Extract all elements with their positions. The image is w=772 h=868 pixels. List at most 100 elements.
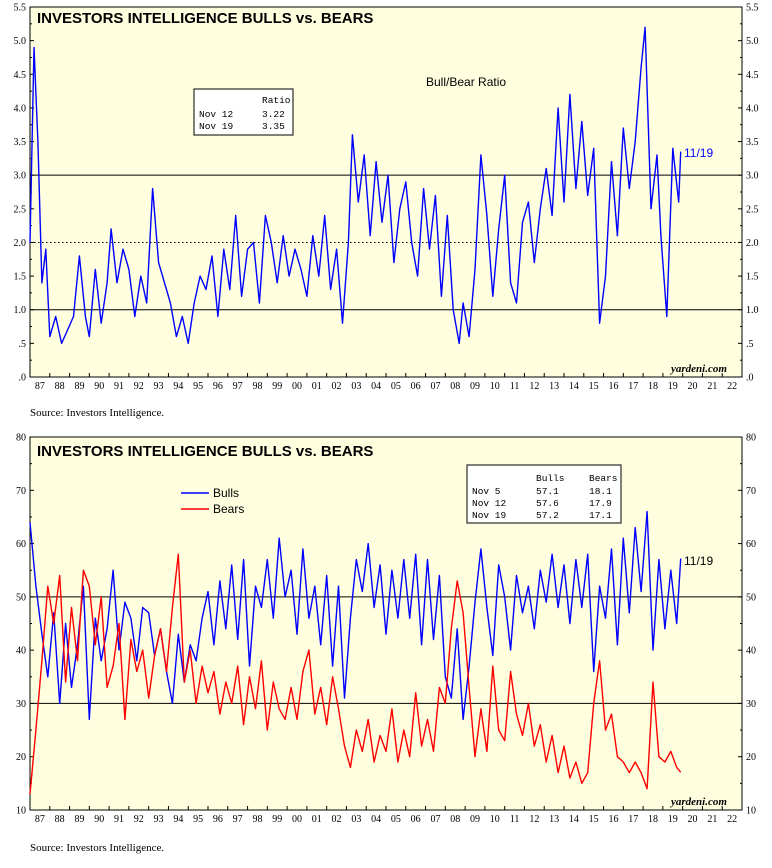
x-tick-label: 20 bbox=[688, 381, 698, 392]
x-tick-label: 06 bbox=[411, 814, 421, 825]
x-tick-label: 92 bbox=[134, 814, 144, 825]
ratio-chart-title: INVESTORS INTELLIGENCE BULLS vs. BEARS bbox=[37, 10, 373, 27]
y-tick-label-left: .5 bbox=[19, 339, 27, 350]
x-tick-label: 02 bbox=[332, 381, 342, 392]
y-tick-label-right: 4.5 bbox=[746, 70, 759, 81]
y-tick-label-left: 70 bbox=[16, 486, 26, 497]
y-tick-label-left: .0 bbox=[19, 373, 27, 384]
x-tick-label: 97 bbox=[233, 814, 243, 825]
ratio-table-header: Ratio bbox=[262, 95, 291, 106]
x-tick-label: 18 bbox=[648, 381, 658, 392]
legend: Bulls Bears bbox=[181, 486, 244, 516]
y-tick-label-right: 60 bbox=[746, 539, 756, 550]
x-tick-label: 19 bbox=[668, 814, 678, 825]
x-tick-label: 98 bbox=[252, 814, 262, 825]
bulls-bears-credit: yardeni.com bbox=[669, 796, 727, 808]
ratio-table-value: 3.22 bbox=[262, 109, 285, 120]
ratio-series bbox=[29, 26, 682, 345]
x-tick-label: 15 bbox=[589, 381, 599, 392]
ratio-table-value: 3.35 bbox=[262, 121, 285, 132]
x-tick-label: 13 bbox=[549, 814, 559, 825]
series-line-ratio bbox=[29, 26, 682, 345]
y-tick-label-right: 3.0 bbox=[746, 171, 759, 182]
x-tick-label: 21 bbox=[707, 814, 717, 825]
x-tick-label: 04 bbox=[371, 381, 381, 392]
x-tick-label: 03 bbox=[351, 381, 361, 392]
x-tick-label: 22 bbox=[727, 814, 737, 825]
y-tick-label-left: 60 bbox=[16, 539, 26, 550]
y-tick-label-right: 5.0 bbox=[746, 36, 759, 47]
y-tick-label-right: 1.0 bbox=[746, 305, 759, 316]
y-tick-label-left: 80 bbox=[16, 433, 26, 444]
y-tick-label-right: 50 bbox=[746, 592, 756, 603]
x-tick-label: 00 bbox=[292, 381, 302, 392]
x-tick-label: 16 bbox=[608, 814, 618, 825]
x-tick-label: 04 bbox=[371, 814, 381, 825]
y-tick-label-right: .0 bbox=[746, 373, 754, 384]
bulls-bears-table-bears: 17.9 bbox=[589, 498, 612, 509]
y-tick-label-left: 4.5 bbox=[14, 70, 27, 81]
bulls-bears-table-bulls: 57.1 bbox=[536, 486, 559, 497]
bulls-bears-end-label: 11/19 bbox=[684, 554, 713, 568]
ratio-y-axis: .0 .0 .5 .5 1.0 1.0 1.5 1.5 2.0 2.0 2.5 2.5 3.0 3.0 3.… bbox=[14, 3, 759, 384]
series-line-bulls bbox=[29, 510, 682, 721]
y-tick-label-left: 20 bbox=[16, 752, 26, 763]
y-tick-label-left: 10 bbox=[16, 806, 26, 817]
x-tick-label: 14 bbox=[569, 814, 579, 825]
x-tick-label: 96 bbox=[213, 814, 223, 825]
x-tick-label: 94 bbox=[173, 381, 183, 392]
y-tick-label-right: 80 bbox=[746, 433, 756, 444]
series-line-bears bbox=[29, 553, 682, 795]
y-tick-label-right: 3.5 bbox=[746, 137, 759, 148]
x-tick-label: 13 bbox=[549, 381, 559, 392]
x-tick-label: 06 bbox=[411, 381, 421, 392]
x-tick-label: 09 bbox=[470, 814, 480, 825]
x-tick-label: 17 bbox=[628, 381, 638, 392]
x-tick-label: 92 bbox=[134, 381, 144, 392]
x-tick-label: 10 bbox=[490, 814, 500, 825]
bulls-bears-table-bulls: 57.6 bbox=[536, 498, 559, 509]
x-tick-label: 87 bbox=[35, 814, 45, 825]
x-tick-label: 03 bbox=[351, 814, 361, 825]
x-tick-label: 14 bbox=[569, 381, 579, 392]
x-tick-label: 99 bbox=[272, 814, 282, 825]
ratio-credit: yardeni.com bbox=[669, 363, 727, 375]
x-tick-label: 97 bbox=[233, 381, 243, 392]
x-tick-label: 22 bbox=[727, 381, 737, 392]
ratio-reference-lines bbox=[30, 174, 742, 311]
x-tick-label: 99 bbox=[272, 381, 282, 392]
x-tick-label: 01 bbox=[312, 814, 322, 825]
bulls-bears-y-axis: 10 10 20 20 30 30 40 40 50 50 60 60 70 70 80 80 bbox=[16, 433, 756, 817]
y-tick-label-left: 5.0 bbox=[14, 36, 27, 47]
y-tick-label-right: 4.0 bbox=[746, 103, 759, 114]
bulls-bears-source: Source: Investors Intelligence. bbox=[30, 842, 164, 854]
y-tick-label-right: 70 bbox=[746, 486, 756, 497]
x-tick-label: 87 bbox=[35, 381, 45, 392]
bulls-bears-series bbox=[29, 510, 682, 795]
bulls-bears-chart: INVESTORS INTELLIGENCE BULLS vs. BEARS 1… bbox=[16, 433, 756, 826]
y-tick-label-right: 2.5 bbox=[746, 204, 759, 215]
x-tick-label: 93 bbox=[154, 381, 164, 392]
y-tick-label-left: 2.0 bbox=[14, 238, 27, 249]
y-tick-label-right: 2.0 bbox=[746, 238, 759, 249]
y-tick-label-left: 40 bbox=[16, 646, 26, 657]
ratio-table-date: Nov 19 bbox=[199, 121, 234, 132]
y-tick-label-right: .5 bbox=[746, 339, 754, 350]
x-tick-label: 98 bbox=[252, 381, 262, 392]
x-tick-label: 21 bbox=[707, 381, 717, 392]
x-tick-label: 08 bbox=[450, 814, 460, 825]
y-tick-label-right: 1.5 bbox=[746, 272, 759, 283]
bulls-bears-table bbox=[466, 464, 622, 524]
ratio-table bbox=[193, 88, 294, 136]
x-tick-label: 93 bbox=[154, 814, 164, 825]
y-tick-label-right: 10 bbox=[746, 806, 756, 817]
x-tick-label: 12 bbox=[529, 814, 539, 825]
y-tick-label-left: 3.0 bbox=[14, 171, 27, 182]
ratio-chart-subtitle: Bull/Bear Ratio bbox=[426, 75, 506, 89]
x-tick-label: 89 bbox=[74, 814, 84, 825]
x-tick-label: 01 bbox=[312, 381, 322, 392]
y-tick-label-left: 2.5 bbox=[14, 204, 27, 215]
x-tick-label: 05 bbox=[391, 814, 401, 825]
y-tick-label-left: 3.5 bbox=[14, 137, 27, 148]
bulls-bears-plot-area bbox=[29, 436, 743, 811]
